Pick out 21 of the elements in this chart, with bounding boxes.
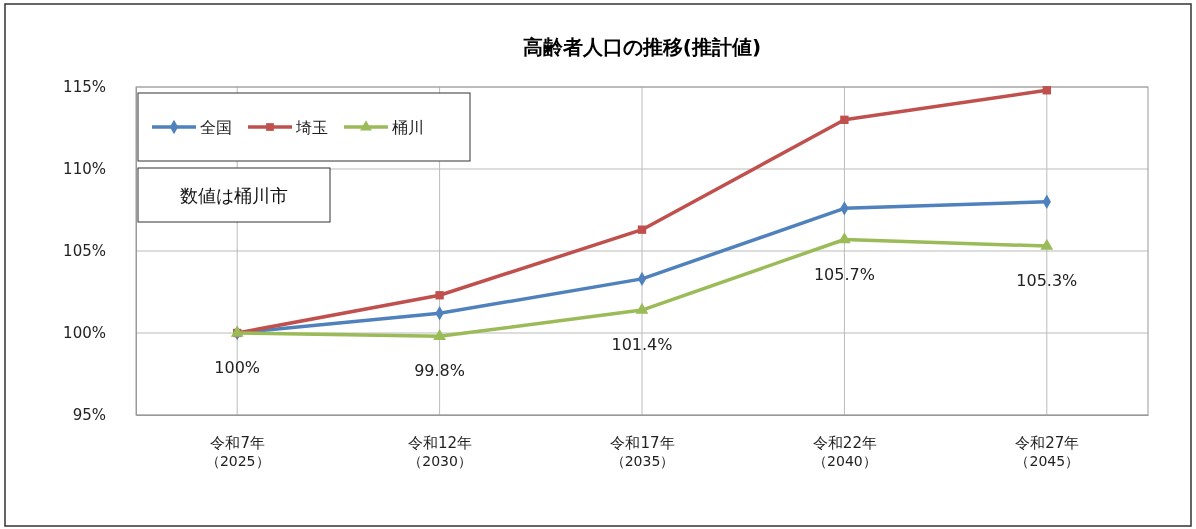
y-tick-label: 105%: [63, 242, 106, 261]
note-box: 数値は桶川市: [137, 167, 331, 223]
legend-label: 全国: [200, 118, 232, 137]
x-tick-label: 令和27年（2045）: [1015, 433, 1080, 469]
y-tick-label: 100%: [63, 324, 106, 343]
legend-label: 桶川: [392, 118, 424, 137]
legend-label: 埼玉: [295, 118, 328, 137]
y-tick-label: 95%: [72, 406, 106, 425]
x-tick-label: 令和12年（2030）: [408, 433, 473, 469]
annotation: 数値は桶川市: [180, 185, 288, 206]
chart-title: 高齢者人口の推移(推計値): [522, 35, 762, 59]
data-label: 105.3%: [1016, 271, 1078, 291]
data-label: 99.8%: [414, 361, 466, 381]
data-label: 101.4%: [611, 335, 673, 355]
data-label: 105.7%: [813, 264, 875, 284]
x-tick-label: 令和22年（2040）: [812, 433, 877, 469]
x-tick-label: 令和17年（2035）: [610, 433, 675, 469]
y-tick-label: 110%: [63, 160, 106, 179]
y-tick-label: 115%: [63, 78, 106, 97]
x-tick-label: 令和7年（2025）: [205, 433, 270, 469]
data-label: 100%: [214, 358, 261, 377]
